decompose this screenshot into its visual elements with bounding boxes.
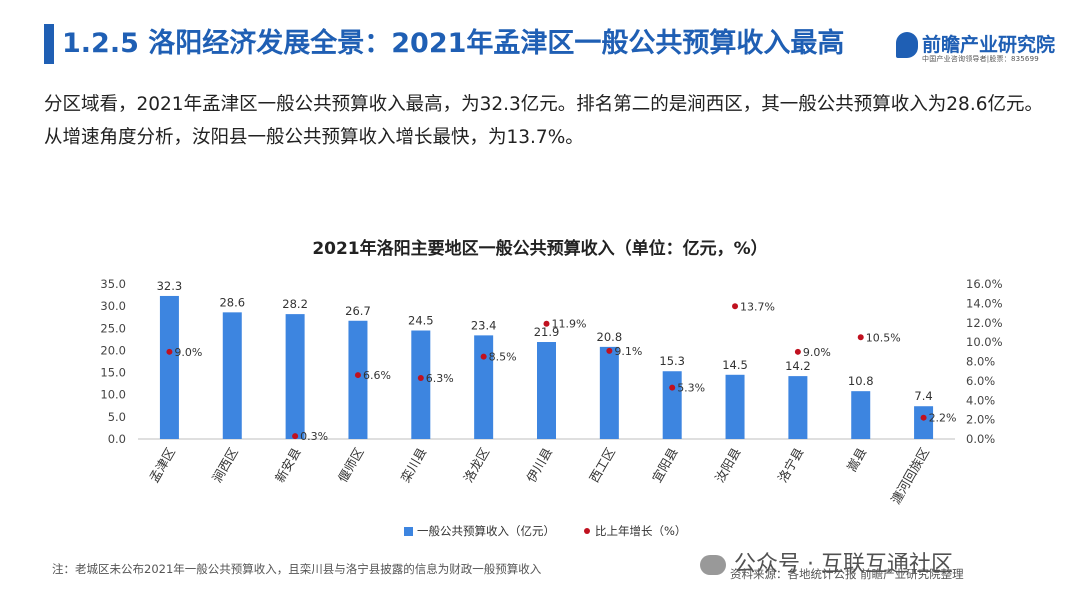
bar-value-label: 7.4 bbox=[914, 389, 932, 403]
title-accent-bar bbox=[44, 24, 54, 64]
intro-paragraph: 分区域看，2021年孟津区一般公共预算收入最高，为32.3亿元。排名第二的是涧西… bbox=[44, 94, 1043, 148]
growth-dot bbox=[292, 433, 299, 440]
y-right-tick-label: 6.0% bbox=[966, 374, 995, 388]
wechat-icon bbox=[700, 555, 726, 575]
growth-dot bbox=[794, 348, 801, 355]
footnote: 注：老城区未公布2021年一般公共预算收入，且栾川县与洛宁县披露的信息为财政一般… bbox=[52, 562, 542, 576]
logo-subtitle: 中国产业咨询领导者|股票：835699 bbox=[922, 55, 1039, 63]
bar-value-label: 15.3 bbox=[659, 354, 685, 368]
y-left-tick-label: 25.0 bbox=[100, 321, 126, 335]
growth-value-label: 11.9% bbox=[552, 318, 587, 331]
category-label: 宜阳县 bbox=[649, 445, 681, 485]
legend-dot-label: 比上年增长（%） bbox=[595, 524, 686, 538]
category-label: 新安县 bbox=[272, 445, 304, 485]
growth-value-label: 9.0% bbox=[803, 346, 831, 359]
category-label: 孟津区 bbox=[146, 445, 178, 485]
y-right-tick-label: 12.0% bbox=[966, 316, 1003, 330]
growth-dot bbox=[669, 384, 676, 391]
category-label: 栾川县 bbox=[398, 445, 430, 485]
bar bbox=[411, 330, 431, 439]
wechat-watermark: 公众号 · 互联互通社区 bbox=[700, 546, 953, 578]
bar-value-label: 26.7 bbox=[345, 304, 371, 318]
growth-value-label: 8.5% bbox=[489, 351, 517, 364]
bar bbox=[348, 320, 368, 439]
growth-value-label: 9.0% bbox=[174, 346, 202, 359]
bar bbox=[599, 346, 619, 439]
growth-dot bbox=[543, 320, 550, 327]
growth-dot bbox=[354, 372, 361, 379]
growth-value-label: 9.1% bbox=[614, 345, 642, 358]
brand-logo: 前瞻产业研究院 中国产业咨询领导者|股票：835699 bbox=[896, 30, 1056, 66]
wechat-text: 公众号 · 互联互通社区 bbox=[734, 552, 953, 577]
category-label: 瀍河回族区 bbox=[888, 445, 932, 507]
bar-value-label: 28.2 bbox=[282, 297, 308, 311]
y-left-tick-label: 30.0 bbox=[100, 299, 126, 313]
y-right-tick-label: 10.0% bbox=[966, 335, 1003, 349]
y-left-tick-label: 10.0 bbox=[100, 388, 126, 402]
bar bbox=[914, 406, 934, 439]
growth-value-label: 2.2% bbox=[929, 412, 957, 425]
logo-name: 前瞻产业研究院 bbox=[922, 34, 1056, 56]
bar bbox=[788, 376, 808, 439]
bar-value-label: 14.2 bbox=[785, 359, 811, 373]
growth-value-label: 6.6% bbox=[363, 369, 391, 382]
category-label: 涧西区 bbox=[209, 445, 241, 485]
category-label: 汝阳县 bbox=[712, 445, 744, 485]
bar-value-label: 20.8 bbox=[597, 330, 623, 344]
growth-dot bbox=[732, 303, 739, 310]
category-label: 偃师区 bbox=[335, 445, 367, 485]
logo-icon bbox=[896, 32, 918, 58]
y-right-tick-label: 0.0% bbox=[966, 432, 995, 446]
y-left-tick-label: 5.0 bbox=[108, 410, 126, 424]
growth-dot bbox=[166, 348, 173, 355]
category-label: 西工区 bbox=[586, 445, 618, 485]
y-left-tick-label: 0.0 bbox=[108, 432, 126, 446]
bar bbox=[662, 371, 682, 439]
growth-value-label: 6.3% bbox=[426, 372, 454, 385]
growth-value-label: 13.7% bbox=[740, 300, 775, 313]
y-right-tick-label: 16.0% bbox=[966, 277, 1003, 291]
data-source: 资料来源：各地统计公报 前瞻产业研究院整理 bbox=[730, 567, 964, 581]
page-title: 1.2.5 洛阳经济发展全景：2021年孟津区一般公共预算收入最高 bbox=[62, 28, 845, 59]
legend-bar-label: 一般公共预算收入（亿元） bbox=[417, 524, 555, 538]
bar-value-label: 32.3 bbox=[157, 279, 183, 293]
bar bbox=[851, 391, 871, 439]
growth-dot bbox=[920, 414, 927, 421]
y-left-tick-label: 35.0 bbox=[100, 277, 126, 291]
bar-value-label: 28.6 bbox=[219, 295, 245, 309]
bar-value-label: 23.4 bbox=[471, 318, 497, 332]
bar bbox=[222, 312, 242, 439]
chart-title: 2021年洛阳主要地区一般公共预算收入（单位：亿元，%） bbox=[312, 239, 768, 259]
bar-value-label: 21.9 bbox=[534, 325, 560, 339]
growth-dot bbox=[417, 374, 424, 381]
y-left-tick-label: 20.0 bbox=[100, 343, 126, 357]
category-label: 洛龙区 bbox=[461, 445, 493, 485]
bar-value-label: 24.5 bbox=[408, 314, 434, 328]
y-right-tick-label: 8.0% bbox=[966, 355, 995, 369]
bar bbox=[474, 335, 494, 439]
category-label: 洛宁县 bbox=[775, 445, 807, 485]
y-left-tick-label: 15.0 bbox=[100, 366, 126, 380]
y-right-tick-label: 4.0% bbox=[966, 393, 995, 407]
growth-dot bbox=[857, 334, 864, 341]
legend-dot-swatch bbox=[584, 528, 590, 534]
bar bbox=[285, 314, 305, 439]
growth-value-label: 5.3% bbox=[677, 382, 705, 395]
bar bbox=[725, 374, 745, 439]
growth-value-label: 10.5% bbox=[866, 331, 901, 344]
growth-dot bbox=[606, 347, 613, 354]
legend-bar-swatch bbox=[404, 527, 413, 536]
bar-value-label: 14.5 bbox=[722, 358, 748, 372]
growth-dot bbox=[480, 353, 487, 360]
y-right-tick-label: 2.0% bbox=[966, 413, 995, 427]
category-label: 嵩县 bbox=[844, 445, 869, 474]
y-right-tick-label: 14.0% bbox=[966, 296, 1003, 310]
bar bbox=[159, 295, 179, 439]
bar bbox=[537, 342, 556, 439]
category-label: 伊川县 bbox=[523, 445, 555, 485]
bar-value-label: 10.8 bbox=[848, 374, 874, 388]
growth-value-label: 0.3% bbox=[300, 430, 328, 443]
